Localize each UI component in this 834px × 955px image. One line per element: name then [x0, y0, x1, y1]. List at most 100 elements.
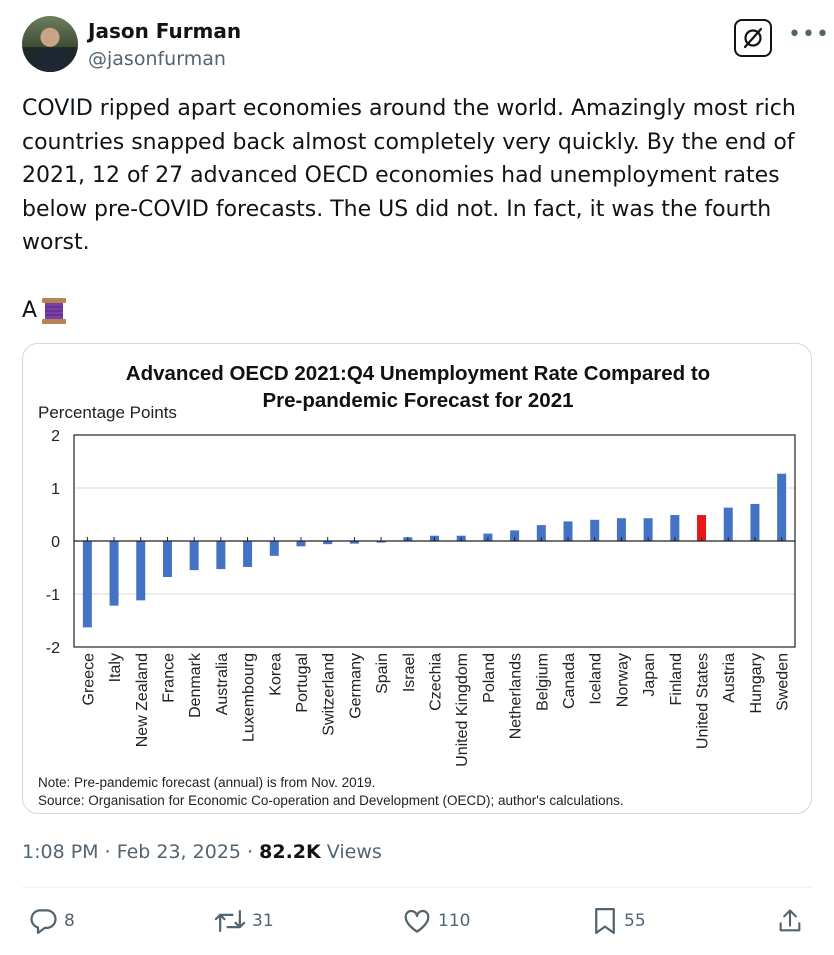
x-tick-label: Japan: [641, 653, 658, 697]
bar: [536, 525, 546, 541]
bar: [777, 473, 787, 541]
repost-button[interactable]: 31: [214, 906, 274, 936]
x-tick-label: Portugal: [294, 653, 311, 713]
tweet-line: below pre-COVID forecasts. The US did no…: [22, 196, 772, 222]
x-tick-label: Luxembourg: [241, 653, 258, 742]
like-count: 110: [438, 911, 471, 931]
x-tick-label: Norway: [614, 653, 631, 707]
repost-count: 31: [252, 911, 274, 931]
x-tick-label: France: [160, 653, 177, 703]
y-tick-label: 2: [51, 428, 60, 445]
chart-note: Note: Pre-pandemic forecast (annual) is …: [38, 775, 376, 790]
x-tick-label: Italy: [107, 653, 124, 682]
reply-count: 8: [64, 911, 75, 931]
meta-separator: ·: [247, 841, 254, 863]
views-label: Views: [326, 841, 382, 863]
x-tick-label: United States: [695, 653, 712, 749]
x-tick-label: Belgium: [534, 653, 551, 711]
tweet-date[interactable]: Feb 23, 2025: [116, 841, 241, 863]
bar: [670, 515, 680, 541]
bar: [189, 541, 199, 571]
bar: [162, 541, 172, 578]
bar: [269, 541, 279, 556]
bar: [643, 518, 653, 541]
like-button[interactable]: 110: [402, 906, 470, 936]
x-tick-label: Poland: [481, 653, 498, 703]
y-tick-label: -2: [46, 640, 60, 657]
divider: [22, 887, 812, 888]
views-count: 82.2K: [259, 841, 321, 863]
grok-icon: [743, 27, 763, 49]
chart-image-card[interactable]: Advanced OECD 2021:Q4 Unemployment Rate …: [22, 343, 812, 814]
share-icon: [779, 909, 801, 932]
repost-icon: [214, 910, 246, 932]
tweet-meta: 1:08 PM · Feb 23, 2025 · 82.2K Views: [22, 838, 382, 866]
bar: [349, 541, 359, 544]
y-tick-label: 1: [51, 481, 60, 498]
bar: [510, 530, 520, 541]
author-handle[interactable]: @jasonfurman: [88, 48, 226, 70]
bar: [376, 541, 386, 543]
bar: [697, 515, 707, 541]
bar-chart: 2 1 0 -1 -2 Greece Italy New Zealand France Denma…: [46, 428, 796, 767]
bookmark-icon: [595, 908, 615, 934]
reply-icon: [30, 909, 57, 934]
x-tick-label: Iceland: [588, 653, 605, 705]
x-tick-label: Spain: [374, 653, 391, 694]
x-tick-label: Austria: [721, 653, 738, 703]
tweet-line: worst.: [22, 230, 90, 255]
reply-button[interactable]: 8: [28, 906, 75, 936]
x-tick-label: Hungary: [748, 653, 765, 713]
x-tick-label: Australia: [214, 653, 231, 715]
bar: [243, 541, 253, 567]
y-tick-label: -1: [46, 587, 60, 604]
tweet-line: 2021, 12 of 27 advanced OECD economies h…: [22, 163, 780, 188]
bar: [216, 541, 226, 570]
chart-title-line: Pre-pandemic Forecast for 2021: [262, 389, 574, 412]
tweet-text: COVID ripped apart economies around the …: [22, 92, 802, 260]
x-tick-label: Israel: [401, 653, 418, 692]
avatar[interactable]: [22, 16, 78, 72]
chart-source: Source: Organisation for Economic Co-ope…: [38, 793, 624, 808]
bar: [616, 518, 626, 541]
chart-y-axis-label: Percentage Points: [38, 403, 177, 422]
x-tick-label: Germany: [347, 653, 364, 719]
x-tick-label: Finland: [668, 653, 685, 705]
bar: [750, 503, 760, 541]
y-tick-label: 0: [51, 534, 60, 551]
bar: [323, 541, 333, 545]
tweet-line: countries snapped back almost completely…: [22, 129, 795, 155]
x-tick-label: United Kingdom: [454, 653, 471, 767]
thread-marker-text: A: [22, 298, 38, 323]
more-icon[interactable]: •••: [788, 22, 830, 47]
bar: [109, 541, 119, 606]
like-icon: [404, 909, 430, 933]
chart-title-line: Advanced OECD 2021:Q4 Unemployment Rate …: [125, 362, 711, 385]
chart-title: Advanced OECD 2021:Q4 Unemployment Rate …: [23, 360, 811, 414]
tweet-time[interactable]: 1:08 PM: [22, 841, 99, 863]
spool-emoji-icon: [42, 297, 67, 324]
bar: [296, 541, 306, 547]
tweet-line: COVID ripped apart economies around the …: [22, 96, 796, 121]
bar: [82, 541, 92, 628]
bar: [590, 519, 600, 541]
x-tick-label: Czechia: [428, 653, 445, 711]
bar: [563, 521, 573, 541]
share-button[interactable]: [776, 906, 804, 936]
x-tick-label: Denmark: [187, 652, 204, 718]
grok-button[interactable]: [734, 19, 772, 57]
x-tick-label: Korea: [267, 653, 284, 696]
x-tick-label: Canada: [561, 653, 578, 709]
bookmark-count: 55: [624, 911, 646, 931]
author-name[interactable]: Jason Furman: [88, 19, 242, 43]
thread-marker: A: [22, 294, 67, 327]
x-tick-label: Sweden: [775, 653, 792, 711]
x-tick-label: Greece: [80, 653, 97, 706]
bookmark-button[interactable]: 55: [592, 906, 646, 936]
x-tick-label: New Zealand: [134, 653, 151, 747]
meta-separator: ·: [104, 841, 111, 863]
bar: [723, 507, 733, 541]
x-tick-label: Switzerland: [321, 653, 338, 736]
x-tick-label: Netherlands: [508, 653, 525, 739]
bar: [136, 541, 146, 601]
